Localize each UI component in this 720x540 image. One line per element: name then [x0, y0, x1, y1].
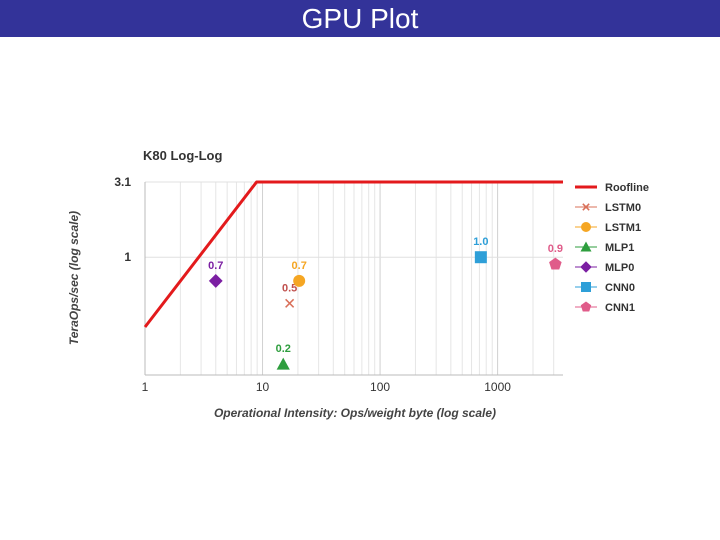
point-lstm0 — [285, 298, 295, 308]
y-tick-label: 1 — [124, 250, 131, 264]
legend-swatch-lstm0 — [582, 203, 590, 211]
axes: 1 10 100 1000 3.1 1 — [114, 175, 563, 394]
chart-title: K80 Log-Log — [143, 148, 222, 163]
data-label-mlp1: 0.2 — [276, 343, 291, 355]
x-tick-label: 10 — [256, 380, 270, 394]
x-axis-label: Operational Intensity: Ops/weight byte (… — [214, 406, 496, 420]
point-mlp0 — [208, 274, 223, 288]
data-label-cnn1: 0.9 — [548, 243, 563, 255]
legend-label-cnn1: CNN1 — [605, 302, 635, 314]
y-axis-label: TeraOps/sec (log scale) — [67, 211, 81, 345]
grid — [144, 181, 563, 375]
legend-label-roofline: Roofline — [605, 182, 649, 194]
data-label-lstm1: 0.7 — [292, 260, 307, 272]
roofline-polyline — [143, 180, 563, 328]
data-points: 0.5 0.7 0.2 0.7 1.0 0.9 — [208, 236, 563, 370]
data-label-cnn0: 1.0 — [473, 236, 488, 248]
point-lstm0-stroke — [285, 298, 295, 308]
data-label-lstm0: 0.5 — [282, 282, 297, 294]
legend-label-lstm0: LSTM0 — [605, 202, 641, 214]
y-tick-label: 3.1 — [114, 175, 131, 189]
point-mlp1 — [276, 357, 290, 370]
x-tick-label: 1 — [142, 380, 149, 394]
legend-swatch-cnn1 — [580, 301, 592, 312]
legend-label-mlp0: MLP0 — [605, 262, 634, 274]
point-cnn0 — [474, 251, 487, 264]
point-cnn1 — [549, 257, 562, 270]
legend-swatch-lstm1 — [581, 222, 591, 232]
roofline-line — [143, 180, 563, 328]
x-tick-label: 100 — [370, 380, 390, 394]
legend-swatch-mlp0 — [580, 261, 592, 273]
legend-label-mlp1: MLP1 — [605, 242, 634, 254]
legend-swatch-mlp1 — [580, 241, 592, 252]
legend: Roofline LSTM0 LSTM1 MLP1 MLP0 CNN0 CNN1 — [575, 182, 649, 314]
legend-swatch-cnn0 — [581, 282, 591, 292]
slide-title: GPU Plot — [0, 0, 720, 37]
legend-label-lstm1: LSTM1 — [605, 222, 641, 234]
point-lstm1 — [293, 274, 306, 287]
x-tick-label: 1000 — [484, 380, 511, 394]
data-label-mlp0: 0.7 — [208, 260, 223, 272]
legend-label-cnn0: CNN0 — [605, 282, 635, 294]
legend-swatch-lstm0-stroke — [582, 203, 590, 211]
